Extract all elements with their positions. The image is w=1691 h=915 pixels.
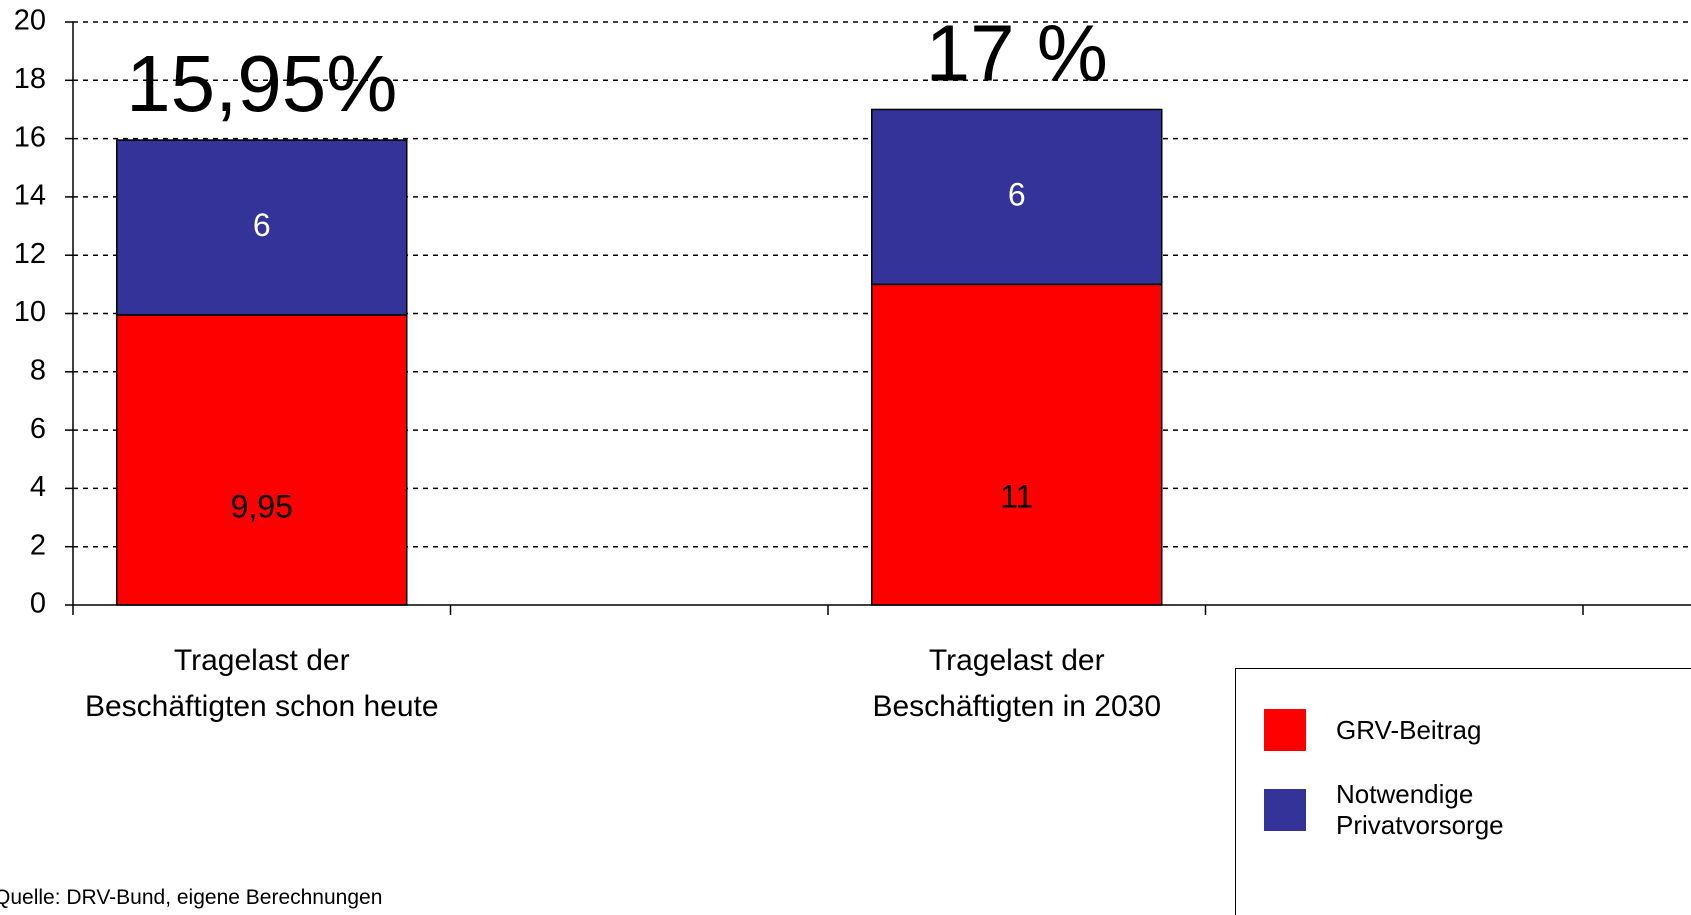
source-note: Quelle: DRV-Bund, eigene Berechnungen bbox=[0, 886, 383, 909]
legend-label: GRV-Beitrag bbox=[1336, 714, 1482, 745]
total-label: 15,95% bbox=[126, 39, 397, 128]
y-tick-label: 4 bbox=[30, 471, 46, 503]
y-tick-label: 20 bbox=[14, 5, 46, 37]
bar-segment bbox=[116, 139, 408, 316]
y-tick-label: 18 bbox=[14, 63, 46, 95]
y-tick-label: 8 bbox=[30, 354, 46, 386]
bar-segment bbox=[116, 314, 408, 606]
x-tick-label: Tragelast der Beschäftigten in 2030 bbox=[872, 644, 1162, 723]
y-tick-label: 6 bbox=[30, 413, 46, 445]
legend-swatch bbox=[1264, 709, 1306, 751]
legend: GRV-Beitrag Notwendige Privatvorsorge bbox=[1235, 668, 1691, 915]
legend-item: Notwendige Privatvorsorge bbox=[1264, 779, 1504, 841]
bar-segment bbox=[871, 283, 1163, 606]
x-tick-label: Tragelast der Beschäftigten schon heute bbox=[84, 644, 439, 723]
total-label: 17 % bbox=[926, 9, 1108, 98]
y-tick-label: 10 bbox=[14, 296, 46, 328]
y-tick-label: 14 bbox=[14, 180, 46, 212]
legend-label: Notwendige Privatvorsorge bbox=[1336, 779, 1504, 840]
data-label: 9,95 bbox=[231, 489, 293, 525]
y-tick-label: 12 bbox=[14, 238, 46, 270]
data-label: 6 bbox=[1008, 176, 1026, 212]
y-tick-label: 2 bbox=[30, 529, 46, 561]
legend-item: GRV-Beitrag bbox=[1264, 709, 1481, 751]
bar-segment bbox=[871, 108, 1163, 286]
data-label: 6 bbox=[253, 207, 271, 243]
y-tick-label: 16 bbox=[14, 121, 46, 153]
data-label: 11 bbox=[1000, 479, 1033, 515]
y-tick-label: 0 bbox=[30, 588, 46, 620]
legend-swatch bbox=[1264, 789, 1306, 831]
